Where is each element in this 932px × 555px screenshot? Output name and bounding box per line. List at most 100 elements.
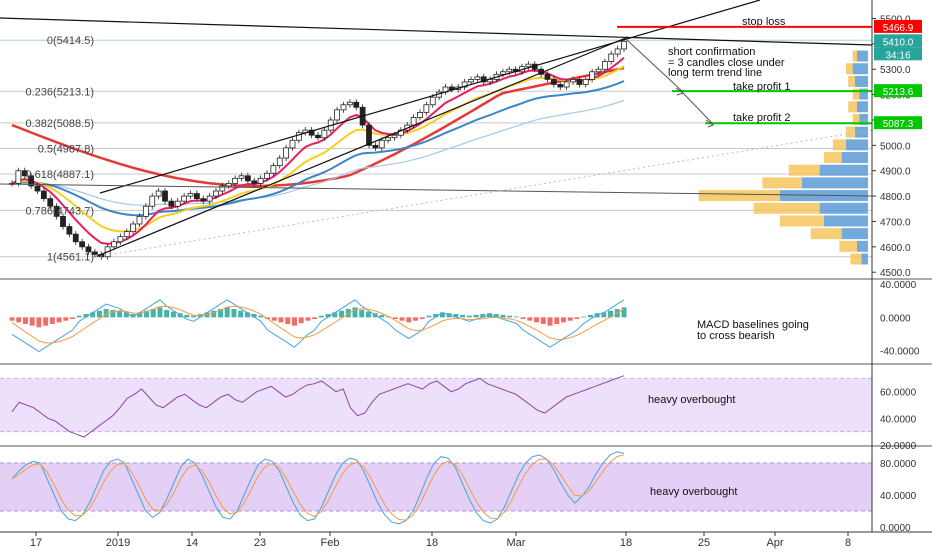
rsi-tick-label: 60.0000 <box>880 388 917 399</box>
macd-histogram-bar <box>83 314 89 318</box>
macd-note-line-1: MACD baselines going <box>697 319 809 331</box>
candle-body <box>570 78 576 83</box>
price-tick-label: 4600.0 <box>880 243 911 254</box>
rsi-tick-label: 20.0000 <box>880 441 917 452</box>
macd-histogram-bar <box>291 317 297 326</box>
candle-body <box>423 104 430 113</box>
stoch-tick-label: 80.0000 <box>880 459 917 470</box>
macd-histogram-bar <box>49 317 55 324</box>
macd-histogram-bar <box>305 317 311 321</box>
candle-body <box>142 205 149 217</box>
candle-body <box>47 198 54 207</box>
macd-histogram-bar <box>419 317 425 320</box>
macd-histogram-bar <box>332 312 338 318</box>
stoch-tick-label: 40.0000 <box>880 491 917 502</box>
macd-histogram-bar <box>453 314 459 318</box>
candle-body <box>232 177 239 184</box>
price-tick-label: 5300.0 <box>880 65 911 76</box>
macd-histogram-bar <box>103 309 109 318</box>
candle-body <box>270 165 277 174</box>
arrow-to-tp1 <box>626 39 684 93</box>
take-profit-2-label: take profit 2 <box>733 112 790 124</box>
candle-body <box>506 68 513 73</box>
macd-histogram-bar <box>540 317 546 324</box>
macd-histogram-bar <box>150 309 156 318</box>
volume-profile-down <box>848 75 855 87</box>
macd-histogram-bar <box>63 317 69 321</box>
candle-body <box>193 193 200 200</box>
macd-histogram-bar <box>392 317 398 320</box>
macd-note-line-2: to cross bearish <box>697 330 775 342</box>
time-tick-label: 25 <box>698 537 710 549</box>
volume-profile-up <box>819 164 868 176</box>
candle-body <box>557 84 564 88</box>
take-profit-1-badge: 5213.6 <box>883 87 914 98</box>
rsi-note: heavy overbought <box>648 394 735 406</box>
short-confirmation-line-1: short confirmation <box>668 46 755 58</box>
candle-body <box>276 157 283 167</box>
candle-body <box>589 71 596 80</box>
candle-body <box>499 71 506 75</box>
candle-body <box>238 175 245 179</box>
candle-body <box>225 183 232 187</box>
macd-histogram-bar <box>560 317 566 323</box>
price-tick-label: 4500.0 <box>880 268 911 279</box>
ema-mid-line <box>11 65 625 233</box>
candle-body <box>417 111 423 118</box>
channel-lower-line <box>94 36 629 258</box>
macd-histogram-bar <box>265 317 271 320</box>
candle-body <box>15 170 22 184</box>
candle-body <box>608 53 615 63</box>
macd-histogram-bar <box>365 311 371 318</box>
candle-body <box>111 241 117 248</box>
volume-profile-up <box>802 177 868 189</box>
fib-label: 1(4561.1) <box>47 252 94 264</box>
macd-histogram-bar <box>278 317 284 323</box>
macd-histogram-bar <box>587 314 593 318</box>
macd-histogram-bar <box>56 317 62 323</box>
candle-body <box>213 190 219 197</box>
arrow-head-tp2 <box>705 119 715 128</box>
time-tick-label: 14 <box>186 537 198 549</box>
macd-histogram-bar <box>96 310 102 318</box>
macd-histogram-bar <box>399 317 405 321</box>
macd-histogram-bar <box>123 312 129 318</box>
candle-body <box>353 101 360 108</box>
time-tick-label: Apr <box>766 537 783 549</box>
price-tick-label: 4900.0 <box>880 167 911 178</box>
candle-body <box>53 205 60 217</box>
candle-body <box>251 180 258 184</box>
candle-body <box>123 231 130 238</box>
macd-histogram-bar <box>318 315 324 318</box>
macd-histogram-bar <box>184 314 190 318</box>
candle-body <box>315 134 321 139</box>
candle-body <box>264 172 270 179</box>
macd-histogram-bar <box>144 310 150 318</box>
macd-histogram-bar <box>507 315 513 318</box>
macd-histogram-bar <box>426 315 432 318</box>
volume-profile-down <box>698 190 780 202</box>
candle-body <box>295 132 302 141</box>
candle-body <box>468 78 474 83</box>
candle-body <box>340 104 347 111</box>
candle-body <box>168 200 175 207</box>
macd-histogram-bar <box>258 315 264 318</box>
volume-profile-down <box>832 139 846 151</box>
volume-profile-up <box>857 101 868 113</box>
stoch-note: heavy overbought <box>650 486 737 498</box>
price-pane <box>0 0 872 265</box>
ema-fast-line <box>11 56 625 245</box>
volume-profile-up <box>859 88 868 100</box>
volume-profile-down <box>852 50 857 62</box>
volume-profile-down <box>780 215 824 227</box>
signal-line <box>11 305 625 344</box>
macd-histogram-bar <box>231 309 237 318</box>
macd-histogram-bar <box>500 314 506 318</box>
macd-histogram-bar <box>164 309 170 318</box>
candle-body <box>346 101 353 106</box>
volume-profile-down <box>846 126 855 138</box>
fib-label: 0.618(4887.1) <box>26 169 95 181</box>
candle-body <box>130 223 137 233</box>
